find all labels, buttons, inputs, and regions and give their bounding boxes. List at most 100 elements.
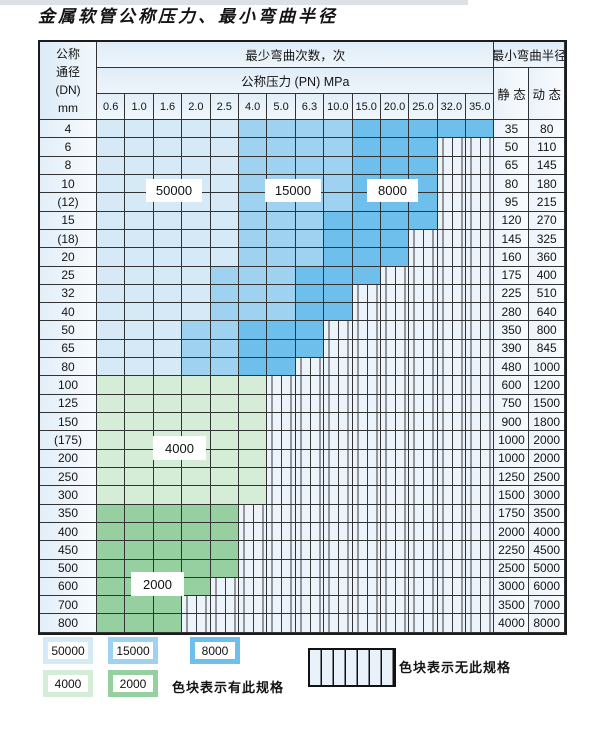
spec-cell	[97, 486, 126, 505]
dynamic-radius-cell: 6000	[529, 577, 565, 597]
spec-cell	[267, 211, 296, 230]
spec-cell	[182, 541, 211, 560]
spec-cell	[352, 156, 381, 175]
no-spec-cell	[352, 321, 381, 340]
spec-cell	[182, 211, 211, 230]
static-radius-cell: 95	[494, 193, 530, 212]
dn-cell: 40	[40, 303, 97, 322]
no-spec-cell	[409, 449, 438, 468]
spec-cell	[153, 229, 183, 249]
dn-cell: 125	[40, 394, 97, 413]
spec-cell	[97, 394, 126, 413]
spec-cell	[295, 248, 325, 267]
rating-label-4000: 4000	[153, 436, 206, 460]
spec-cell	[125, 522, 154, 542]
static-radius-cell: 900	[494, 413, 530, 432]
spec-cell	[210, 339, 239, 359]
no-spec-cell	[295, 504, 325, 523]
spec-cell	[267, 321, 296, 340]
spec-cell	[324, 248, 353, 267]
pressure-tick: 25.0	[409, 94, 438, 120]
no-spec-cell	[380, 541, 410, 560]
spec-cell	[97, 541, 126, 560]
dynamic-radius-cell: 2000	[529, 449, 565, 468]
spec-cell	[324, 156, 353, 175]
no-spec-cell	[380, 486, 410, 505]
no-spec-cell	[295, 431, 325, 450]
no-spec-cell	[380, 339, 410, 359]
dynamic-radius-cell: 325	[529, 229, 565, 249]
legend: 50000 15000 8000 4000 2000 色块表示有此规格 色块表示…	[0, 634, 600, 744]
static-radius-cell: 3500	[494, 596, 530, 615]
spec-cell	[324, 211, 353, 230]
no-spec-cell	[352, 284, 381, 304]
no-spec-cell	[409, 303, 438, 322]
no-spec-cell	[238, 614, 268, 633]
spec-cell	[409, 138, 438, 157]
spec-cell	[210, 486, 239, 505]
no-spec-cell	[238, 504, 268, 523]
static-radius-cell: 175	[494, 266, 530, 285]
no-spec-cell	[267, 413, 296, 432]
static-radius-cell: 2000	[494, 522, 530, 542]
spec-cell	[153, 394, 183, 413]
spec-cell	[210, 559, 239, 578]
no-spec-cell	[238, 577, 268, 597]
spec-cell	[380, 120, 410, 139]
pressure-tick: 1.0	[125, 94, 154, 120]
no-spec-cell	[466, 522, 495, 542]
no-spec-cell	[295, 522, 325, 542]
no-spec-cell	[324, 559, 353, 578]
no-spec-cell	[437, 303, 467, 322]
spec-cell	[238, 120, 268, 139]
static-radius-cell: 65	[494, 156, 530, 175]
spec-cell	[324, 193, 353, 212]
spec-cell	[267, 339, 296, 359]
pressure-tick: 4.0	[238, 94, 268, 120]
no-spec-cell	[324, 413, 353, 432]
spec-cell	[238, 413, 268, 432]
spec-cell	[324, 138, 353, 157]
spec-cell	[238, 266, 268, 285]
spec-cell	[182, 467, 211, 487]
spec-cell	[125, 596, 154, 615]
no-spec-cell	[324, 522, 353, 542]
spec-cell	[238, 321, 268, 340]
pressure-tick: 32.0	[437, 94, 467, 120]
dn-cell: 250	[40, 467, 97, 487]
no-spec-cell	[352, 449, 381, 468]
no-spec-cell	[380, 303, 410, 322]
bend-cycles-header: 最少弯曲次数，次	[97, 42, 495, 68]
spec-cell	[97, 284, 126, 304]
dynamic-radius-cell: 510	[529, 284, 565, 304]
spec-cell	[182, 486, 211, 505]
spec-cell	[267, 248, 296, 267]
no-spec-cell	[409, 614, 438, 633]
no-spec-cell	[324, 541, 353, 560]
spec-cell	[238, 284, 268, 304]
no-spec-cell	[352, 339, 381, 359]
no-spec-cell	[466, 614, 495, 633]
no-spec-cell	[437, 174, 467, 194]
dynamic-radius-cell: 215	[529, 193, 565, 212]
pressure-tick: 2.5	[210, 94, 239, 120]
spec-cell	[153, 120, 183, 139]
spec-cell	[182, 248, 211, 267]
dn-cell: 150	[40, 413, 97, 432]
spec-cell	[437, 120, 467, 139]
spec-cell	[182, 156, 211, 175]
dn-cell: 8	[40, 156, 97, 175]
no-spec-cell	[267, 577, 296, 597]
spec-cell	[238, 394, 268, 413]
no-spec-cell	[437, 284, 467, 304]
no-spec-cell	[437, 339, 467, 359]
spec-cell	[210, 541, 239, 560]
no-spec-cell	[380, 596, 410, 615]
spec-cell	[97, 303, 126, 322]
no-spec-cell	[466, 284, 495, 304]
spec-cell	[210, 211, 239, 230]
spec-cell	[125, 541, 154, 560]
no-spec-cell	[295, 577, 325, 597]
dynamic-radius-cell: 1500	[529, 394, 565, 413]
no-spec-cell	[295, 596, 325, 615]
